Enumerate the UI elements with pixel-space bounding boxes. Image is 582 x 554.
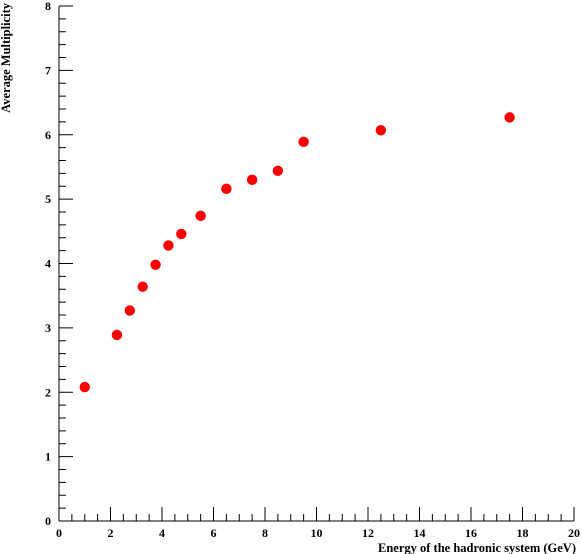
x-tick-label: 14 <box>414 526 426 540</box>
x-tick-label: 4 <box>159 526 165 540</box>
x-axis-title: Energy of the hadronic system (GeV) <box>378 541 576 554</box>
x-tick-label: 16 <box>465 526 477 540</box>
x-tick-label: 10 <box>311 526 323 540</box>
y-tick-label: 1 <box>45 450 51 464</box>
y-tick-label: 0 <box>45 514 51 528</box>
data-point <box>221 183 232 195</box>
x-tick-label: 2 <box>108 526 114 540</box>
x-tick-label: 0 <box>56 526 62 540</box>
y-tick-label: 3 <box>45 321 51 335</box>
y-tick-label: 6 <box>45 128 51 142</box>
x-tick-label: 18 <box>517 526 529 540</box>
y-axis-title: Average Multiplicity <box>0 2 13 113</box>
x-tick-label: 12 <box>362 526 374 540</box>
y-tick-label: 8 <box>45 0 51 13</box>
data-point <box>298 136 309 148</box>
data-point <box>246 174 258 186</box>
data-points <box>79 112 515 393</box>
data-point <box>375 125 387 136</box>
axes <box>58 6 574 522</box>
y-tick-label: 5 <box>45 192 51 206</box>
data-point <box>124 305 136 316</box>
y-tick-label: 7 <box>45 63 51 77</box>
data-point <box>150 259 161 270</box>
data-point <box>272 165 284 176</box>
x-tick-label: 20 <box>568 526 580 540</box>
data-point <box>195 210 206 222</box>
data-point <box>111 329 123 341</box>
y-tick-label: 4 <box>45 257 51 271</box>
data-point <box>137 281 148 292</box>
x-tick-label: 8 <box>262 526 268 540</box>
data-point <box>163 240 174 251</box>
data-point <box>79 381 90 393</box>
data-point <box>176 228 187 240</box>
data-point <box>504 112 515 123</box>
y-tick-label: 2 <box>45 385 51 399</box>
x-tick-label: 6 <box>211 526 217 540</box>
